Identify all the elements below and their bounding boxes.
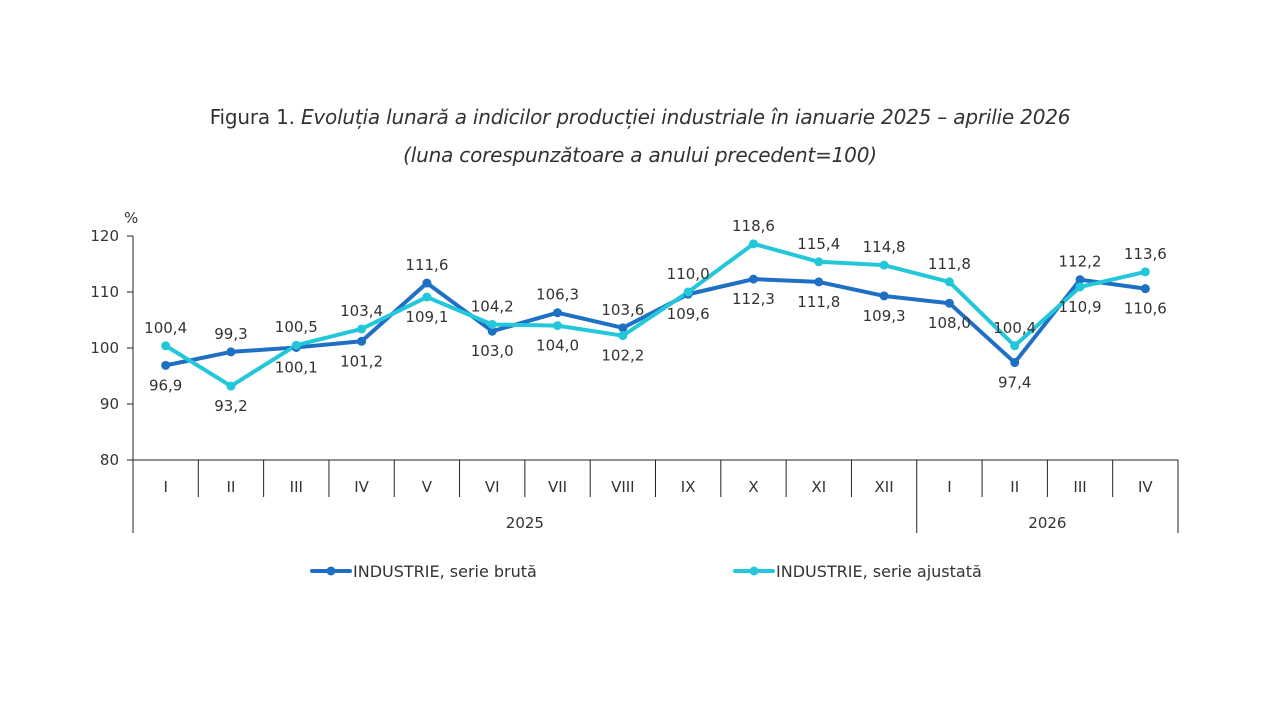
data-label-series-1: 112,2 [1059,253,1102,271]
data-point-series-2 [357,324,367,334]
y-tick-label: 90 [100,395,119,413]
data-point-series-1 [422,278,432,288]
x-tick-label: VIII [611,478,635,496]
data-point-series-2 [879,260,889,270]
data-point-series-1 [161,360,171,370]
data-label-series-2: 100,4 [993,319,1036,337]
data-point-series-2 [1075,282,1085,292]
data-point-series-1 [814,277,824,287]
year-label: 2026 [1028,514,1066,532]
data-label-series-2: 109,1 [405,308,448,326]
data-label-series-2: 111,8 [928,255,971,273]
x-tick-label: VI [485,478,500,496]
data-label-series-1: 110,6 [1124,300,1167,318]
x-tick-label: V [422,478,433,496]
data-label-series-2: 115,4 [797,235,840,253]
data-point-series-1 [1140,284,1150,294]
y-axis-unit: % [124,209,138,227]
data-point-series-2 [1140,267,1150,277]
data-label-series-2: 104,2 [471,297,514,315]
data-label-series-1: 101,2 [340,352,383,370]
legend-label: INDUSTRIE, serie brută [353,562,537,581]
title-prefix: Figura 1. [209,105,301,129]
data-point-series-1 [357,336,367,346]
y-tick-label: 100 [90,339,119,357]
y-tick-label: 110 [90,283,119,301]
series-line-2 [163,241,1148,389]
data-label-series-1: 103,6 [601,301,644,319]
data-point-series-2 [814,257,824,267]
x-tick-label: I [947,478,951,496]
x-tick-label: VII [548,478,567,496]
data-point-series-1 [1075,275,1085,285]
data-point-series-2 [487,319,497,329]
title-main: Evoluția lunară a indicilor producției i… [300,105,1071,129]
data-point-series-2 [291,340,301,350]
data-point-series-1 [748,274,758,284]
data-point-series-1 [487,326,497,336]
data-point-series-2 [618,331,628,341]
chart-title-block: Figura 1. Evoluția lunară a indicilor pr… [0,98,1280,174]
data-point-series-1 [1010,358,1020,368]
data-label-series-2: 113,6 [1124,245,1167,263]
data-label-series-2: 110,0 [667,265,710,283]
data-label-series-2: 100,4 [144,319,187,337]
x-tick-label: II [227,478,236,496]
data-label-series-1: 112,3 [732,290,775,308]
legend-label: INDUSTRIE, serie ajustată [776,562,982,581]
data-point-series-2 [161,341,171,351]
x-tick-label: III [290,478,303,496]
data-point-series-2 [748,239,758,249]
x-tick-label: XII [875,478,894,496]
legend-swatch-marker [326,566,336,576]
x-tick-label: II [1010,478,1019,496]
series-line-1 [163,277,1148,368]
data-point-series-2 [1010,341,1020,351]
y-tick-label: 120 [90,227,119,245]
x-tick-label: X [748,478,758,496]
data-label-series-2: 93,2 [214,397,247,415]
data-point-series-2 [422,292,432,302]
x-tick-label: IV [354,478,369,496]
data-label-series-1: 111,6 [405,256,448,274]
data-point-series-1 [618,323,628,333]
x-tick-label: III [1073,478,1086,496]
data-label-series-1: 100,1 [275,358,318,376]
data-label-series-2: 102,2 [601,347,644,365]
data-point-series-1 [553,308,563,318]
data-label-series-1: 103,0 [471,342,514,360]
data-point-series-2 [944,277,954,287]
data-point-series-1 [879,291,889,301]
data-label-series-2: 100,5 [275,318,318,336]
data-label-series-1: 108,0 [928,314,971,332]
y-tick-label: 80 [100,451,119,469]
data-point-series-2 [553,321,563,331]
x-tick-label: IV [1138,478,1153,496]
data-label-series-1: 111,8 [797,293,840,311]
x-tick-label: XI [811,478,826,496]
year-label: 2025 [506,514,544,532]
data-point-series-2 [226,381,236,391]
legend-swatch-marker [749,566,759,576]
chart-title: Figura 1. Evoluția lunară a indicilor pr… [0,98,1280,136]
data-label-series-1: 96,9 [149,376,182,394]
x-tick-label: IX [681,478,696,496]
x-tick-label: I [163,478,167,496]
data-label-series-2: 114,8 [863,238,906,256]
data-label-series-2: 104,0 [536,337,579,355]
data-label-series-2: 118,6 [732,217,775,235]
data-point-series-2 [683,287,693,297]
data-label-series-1: 97,4 [998,374,1031,392]
data-label-series-1: 109,6 [667,305,710,323]
data-point-series-1 [944,298,954,308]
data-point-series-1 [226,347,236,357]
data-label-series-1: 109,3 [863,307,906,325]
data-label-series-1: 99,3 [214,325,247,343]
data-label-series-1: 106,3 [536,286,579,304]
chart-subtitle: (luna corespunzătoare a anului precedent… [403,143,877,167]
data-label-series-2: 103,4 [340,302,383,320]
data-label-series-2: 110,9 [1059,298,1102,316]
